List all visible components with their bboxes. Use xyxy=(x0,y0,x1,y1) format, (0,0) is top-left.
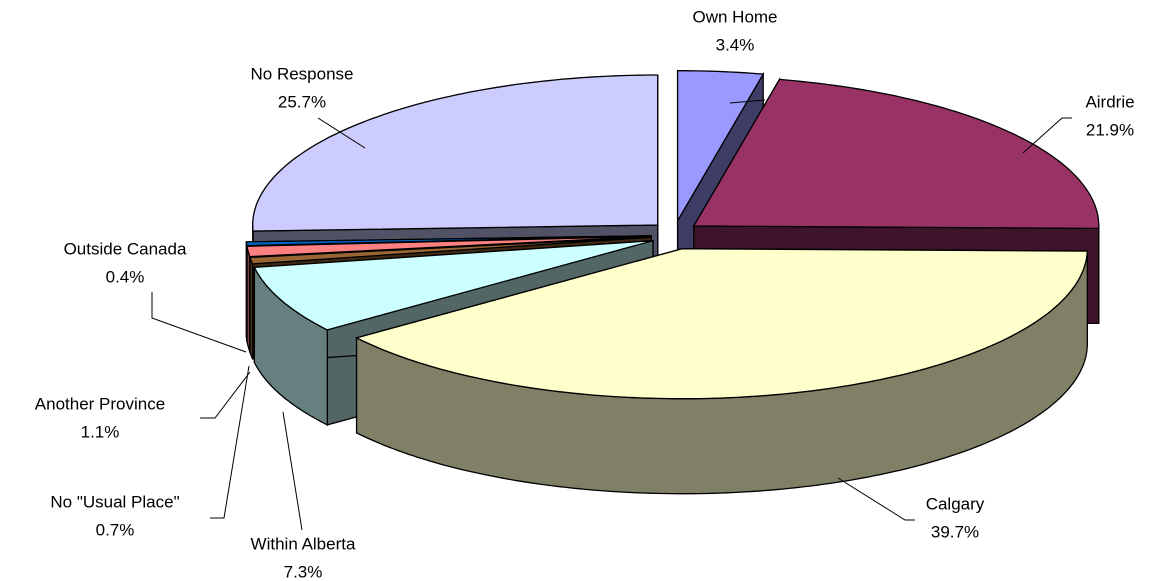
slice-top xyxy=(253,240,654,331)
slice-label: Airdrie xyxy=(1085,92,1134,111)
slice-value-label: 25.7% xyxy=(278,92,326,111)
slice-value-label: 1.1% xyxy=(81,422,120,441)
slice-top xyxy=(246,235,652,258)
slice-top xyxy=(252,74,659,232)
slice-top xyxy=(249,236,652,265)
slice-top xyxy=(692,78,1100,230)
slice-value-label: 3.4% xyxy=(716,35,755,54)
slice-label: No "Usual Place" xyxy=(50,492,179,511)
leader-line xyxy=(317,117,366,149)
leader-line xyxy=(151,292,247,353)
slice-value-label: 0.4% xyxy=(106,267,145,286)
slice-value-label: 7.3% xyxy=(284,562,323,581)
leader-line xyxy=(200,371,251,419)
slice-label: Own Home xyxy=(692,7,777,26)
leader-line xyxy=(837,477,915,521)
slice-top xyxy=(676,70,765,224)
slice-value-label: 21.9% xyxy=(1086,120,1134,139)
slice-value-label: 39.7% xyxy=(931,522,979,541)
leader-line xyxy=(210,365,250,519)
leader-line xyxy=(729,99,766,104)
slice-label: Calgary xyxy=(926,494,985,513)
slice-label: No Response xyxy=(250,64,353,83)
leader-line xyxy=(282,411,303,531)
slice-value-label: 0.7% xyxy=(96,520,135,539)
slice-label: Outside Canada xyxy=(64,239,187,258)
slice-label: Another Province xyxy=(35,394,165,413)
leader-line xyxy=(1022,117,1072,154)
slice xyxy=(354,247,1089,495)
slice-label: Within Alberta xyxy=(251,534,356,553)
slice-wall xyxy=(249,257,254,360)
slice-top xyxy=(354,248,1089,400)
